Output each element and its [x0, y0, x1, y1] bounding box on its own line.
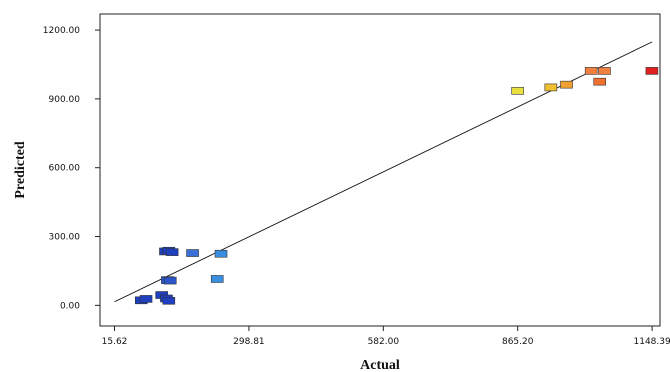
data-point [544, 83, 558, 92]
data-point [139, 295, 153, 303]
x-tick-label: 15.62 [102, 337, 128, 347]
data-point [560, 80, 573, 89]
data-point [645, 67, 659, 75]
y-tick-label: 1200.00 [43, 26, 80, 36]
data-point [584, 67, 598, 75]
data-points [134, 67, 659, 305]
x-tick-label: 1148.39 [634, 337, 670, 347]
data-point [186, 249, 199, 257]
y-axis-title: Predicted [13, 141, 28, 198]
y-tick-label: 300.00 [49, 233, 81, 243]
x-axis-ticks: 15.62 298.81 582.00 865.20 1148.39 [102, 326, 670, 347]
data-point [162, 296, 176, 305]
data-point [511, 87, 524, 95]
data-point [165, 248, 179, 256]
x-axis-title: Actual [360, 358, 400, 372]
data-point [163, 276, 177, 285]
y-axis-ticks: 0.00 300.00 600.00 900.00 1200.00 [43, 26, 100, 311]
data-point [593, 77, 607, 86]
y-tick-label: 0.00 [60, 301, 80, 311]
x-tick-label: 865.20 [502, 337, 534, 347]
data-point [598, 67, 611, 75]
x-tick-label: 298.81 [233, 337, 265, 347]
plot-area-frame [99, 13, 661, 327]
y-tick-label: 600.00 [49, 164, 81, 174]
x-tick-label: 582.00 [368, 337, 400, 347]
y-tick-label: 900.00 [49, 95, 81, 105]
data-point [214, 249, 228, 258]
data-point [210, 275, 224, 283]
